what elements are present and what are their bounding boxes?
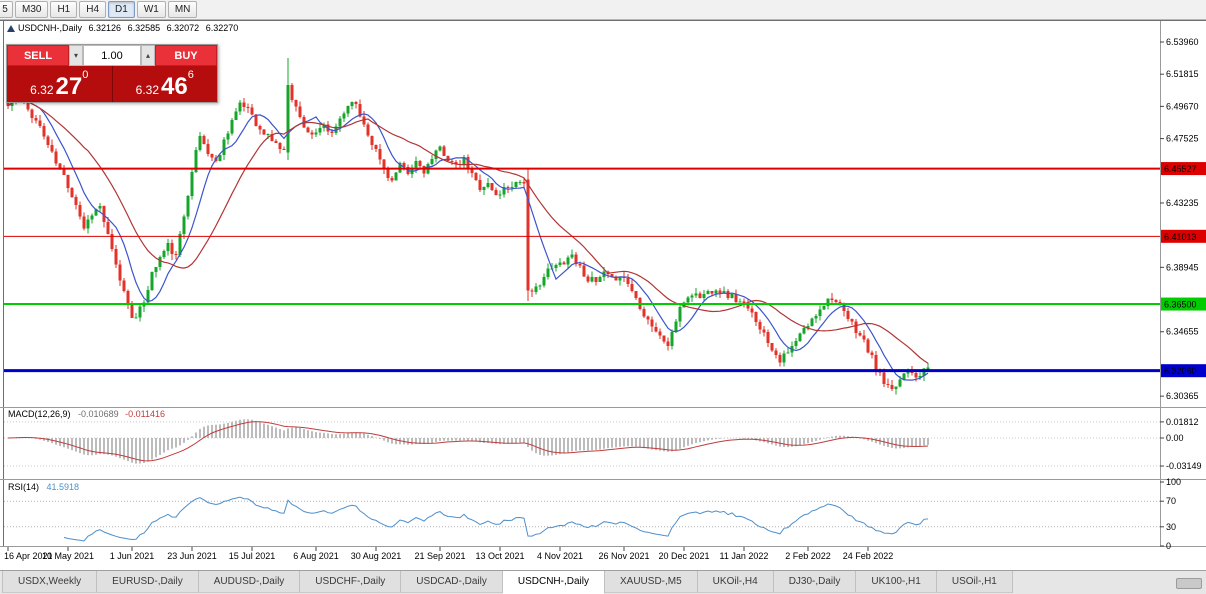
timeframe-button-d1[interactable]: D1 — [108, 1, 135, 18]
chart-tab-usdcad-daily[interactable]: USDCAD-,Daily — [401, 571, 503, 593]
svg-text:6 Aug 2021: 6 Aug 2021 — [293, 551, 339, 561]
timeframe-button-h4[interactable]: H4 — [79, 1, 107, 18]
timeframe-toolbar: 5 M30 H1 H4 D1 W1 MN — [0, 0, 1206, 20]
buy-price-display[interactable]: 6.32 46 6 — [112, 66, 217, 102]
svg-text:2 Feb 2022: 2 Feb 2022 — [785, 551, 831, 561]
moving-averages-layer — [7, 98, 929, 381]
chart-icon — [7, 25, 15, 32]
svg-text:6.36500: 6.36500 — [1164, 300, 1197, 310]
svg-text:6.53960: 6.53960 — [1166, 37, 1199, 47]
chart-tab-eurusd-daily[interactable]: EURUSD-,Daily — [97, 571, 199, 593]
ohlc-low: 6.32072 — [166, 23, 200, 33]
macd-indicator-label: MACD(12,26,9) -0.010689 -0.011416 — [8, 409, 165, 419]
volume-input[interactable] — [83, 45, 141, 66]
chart-tabs-bar: USDX,Weekly EURUSD-,Daily AUDUSD-,Daily USD… — [0, 570, 1206, 594]
chart-title: USDCNH-,Daily 6.32126 6.32585 6.32072 6.… — [18, 23, 242, 33]
chart-tab-uk100-h1[interactable]: UK100-,H1 — [856, 571, 937, 593]
svg-text:0.01812: 0.01812 — [1166, 417, 1199, 427]
chart-tab-audusd-daily[interactable]: AUDUSD-,Daily — [198, 571, 301, 593]
horizontal-level-lines[interactable]: 6.45527 6.41013 6.36500 6.32060 — [4, 162, 1206, 378]
svg-text:6.30365: 6.30365 — [1166, 391, 1199, 401]
svg-text:6.43235: 6.43235 — [1166, 198, 1199, 208]
sell-price-big-digits: 27 — [55, 73, 83, 100]
svg-text:6.49670: 6.49670 — [1166, 101, 1199, 111]
volume-increase-button[interactable]: ▴ — [141, 45, 155, 66]
buy-price-base: 6.32 — [135, 83, 160, 97]
svg-text:30: 30 — [1166, 522, 1176, 532]
svg-text:10 May 2021: 10 May 2021 — [42, 551, 94, 561]
svg-text:13 Oct 2021: 13 Oct 2021 — [475, 551, 524, 561]
sell-price-pip-digit: 0 — [82, 69, 89, 81]
svg-text:1 Jun 2021: 1 Jun 2021 — [110, 551, 155, 561]
svg-text:0: 0 — [1166, 541, 1171, 551]
chart-tab-usoil-h1[interactable]: USOil-,H1 — [936, 571, 1013, 593]
macd-name: MACD(12,26,9) — [8, 409, 71, 419]
timeframe-button-m30[interactable]: M30 — [15, 1, 49, 18]
chart-tab-xauusd-m5[interactable]: XAUUSD-,M5 — [604, 571, 698, 593]
ohlc-high: 6.32585 — [127, 23, 161, 33]
svg-text:0.00: 0.00 — [1166, 433, 1184, 443]
grid-layer — [0, 20, 1206, 547]
ohlc-close: 6.32270 — [205, 23, 239, 33]
timeframe-button-mn[interactable]: MN — [167, 1, 198, 18]
svg-text:11 Jan 2022: 11 Jan 2022 — [720, 551, 769, 561]
chart-tab-dj30-daily[interactable]: DJ30-,Daily — [773, 571, 857, 593]
axis-labels-layer: 6.53960 6.51815 6.49670 6.47525 6.43235 6.389… — [4, 37, 1202, 561]
candles-layer — [6, 57, 930, 395]
sell-price-base: 6.32 — [30, 83, 54, 97]
svg-text:6.34655: 6.34655 — [1166, 327, 1199, 337]
chart-symbol-label: USDCNH-,Daily — [18, 23, 83, 33]
svg-text:6.41013: 6.41013 — [1164, 232, 1197, 242]
rsi-name: RSI(14) — [8, 482, 40, 492]
rsi-value: 41.5918 — [46, 482, 80, 492]
timeframe-button-5[interactable]: 5 — [0, 1, 13, 18]
macd-signal-value: -0.011416 — [125, 409, 165, 419]
macd-indicator-layer — [4, 419, 1160, 467]
buy-button[interactable]: BUY — [155, 45, 217, 66]
svg-text:-0.03149: -0.03149 — [1166, 461, 1202, 471]
svg-text:6.38945: 6.38945 — [1166, 262, 1199, 272]
rsi-indicator-label: RSI(14) 41.5918 — [8, 482, 79, 492]
sell-button[interactable]: SELL — [7, 45, 69, 66]
svg-text:6.45527: 6.45527 — [1164, 164, 1197, 174]
svg-text:4 Nov 2021: 4 Nov 2021 — [537, 551, 583, 561]
ohlc-open: 6.32126 — [88, 23, 122, 33]
svg-text:6.47525: 6.47525 — [1166, 134, 1199, 144]
tab-scrollbar-thumb[interactable] — [1176, 578, 1202, 589]
svg-text:20 Dec 2021: 20 Dec 2021 — [658, 551, 709, 561]
svg-text:16 Apr 2021: 16 Apr 2021 — [4, 551, 53, 561]
svg-text:6.51815: 6.51815 — [1166, 69, 1199, 79]
svg-text:21 Sep 2021: 21 Sep 2021 — [414, 551, 465, 561]
svg-text:26 Nov 2021: 26 Nov 2021 — [598, 551, 649, 561]
timeframe-button-w1[interactable]: W1 — [136, 1, 166, 18]
volume-decrease-button[interactable]: ▾ — [69, 45, 83, 66]
timeframe-button-h1[interactable]: H1 — [50, 1, 78, 18]
sell-price-display[interactable]: 6.32 27 0 — [7, 66, 112, 102]
chart-tab-usdchf-daily[interactable]: USDCHF-,Daily — [300, 571, 402, 593]
buy-price-big-digits: 46 — [161, 73, 188, 100]
svg-text:24 Feb 2022: 24 Feb 2022 — [843, 551, 894, 561]
svg-text:100: 100 — [1166, 477, 1181, 487]
svg-text:70: 70 — [1166, 496, 1176, 506]
svg-text:23 Jun 2021: 23 Jun 2021 — [167, 551, 217, 561]
rsi-indicator-layer — [4, 496, 1160, 542]
svg-text:6.32060: 6.32060 — [1164, 366, 1197, 376]
svg-text:15 Jul 2021: 15 Jul 2021 — [229, 551, 276, 561]
chart-tab-usdcnh-daily[interactable]: USDCNH-,Daily — [502, 571, 605, 594]
buy-price-pip-digit: 6 — [187, 69, 194, 81]
macd-main-value: -0.010689 — [78, 409, 119, 419]
one-click-trading-panel: SELL ▾ ▴ BUY 6.32 27 0 6.32 46 6 — [6, 44, 218, 103]
svg-text:30 Aug 2021: 30 Aug 2021 — [351, 551, 402, 561]
chart-tab-ukoil-h4[interactable]: UKOil-,H4 — [697, 571, 774, 593]
chart-tab-usdx-weekly[interactable]: USDX,Weekly — [2, 571, 98, 593]
